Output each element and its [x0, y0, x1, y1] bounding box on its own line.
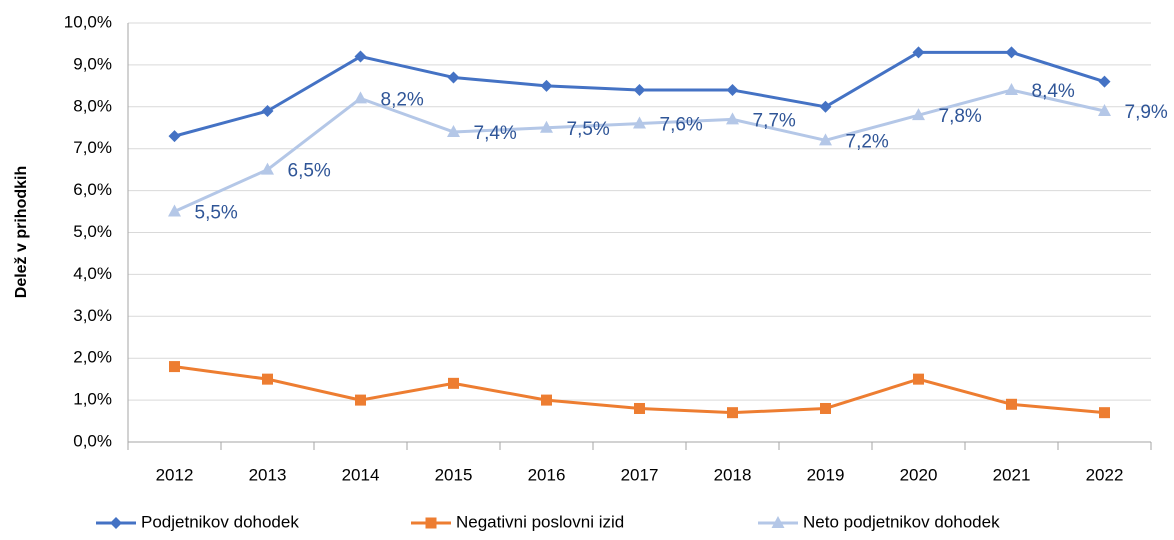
data-point: [633, 116, 646, 129]
data-point: [1098, 75, 1111, 88]
data-point: [819, 100, 832, 113]
data-label: 7,5%: [567, 119, 610, 140]
data-point: [727, 407, 738, 419]
y-tick-label: 9,0%: [73, 54, 112, 73]
data-point: [168, 130, 181, 143]
data-point: [447, 124, 460, 137]
legend-label: Negativni poslovni izid: [456, 512, 624, 531]
data-point: [912, 46, 925, 59]
data-point: [168, 204, 181, 217]
x-tick-label: 2020: [900, 465, 938, 484]
x-tick-label: 2013: [249, 465, 287, 484]
x-tick-label: 2014: [342, 465, 380, 484]
data-point: [1099, 407, 1110, 419]
legend-marker: [110, 517, 122, 529]
data-point: [262, 373, 273, 385]
data-label: 8,2%: [381, 89, 424, 110]
data-point: [447, 71, 460, 84]
data-label: 8,4%: [1032, 81, 1075, 102]
y-tick-label: 5,0%: [73, 222, 112, 241]
data-point: [354, 91, 367, 104]
data-label: 7,4%: [474, 123, 517, 144]
y-tick-label: 4,0%: [73, 264, 112, 283]
data-point: [355, 394, 366, 406]
data-point: [1098, 103, 1111, 116]
legend-marker: [771, 516, 785, 528]
data-point: [261, 162, 274, 175]
data-point: [1006, 398, 1017, 410]
data-point: [634, 402, 645, 414]
x-tick-label: 2012: [156, 465, 194, 484]
data-point: [169, 361, 180, 373]
y-tick-label: 7,0%: [73, 138, 112, 157]
y-tick-label: 0,0%: [73, 431, 112, 450]
y-axis-label: Delež v prihodkih: [13, 166, 30, 298]
x-tick-label: 2019: [807, 465, 845, 484]
data-label: 7,9%: [1125, 102, 1168, 123]
x-tick-label: 2021: [993, 465, 1031, 484]
legend-marker: [425, 517, 437, 529]
data-point: [1005, 46, 1018, 59]
data-label: 7,7%: [753, 110, 796, 131]
data-point: [354, 50, 367, 63]
data-point: [913, 373, 924, 385]
data-label: 7,2%: [846, 131, 889, 152]
data-point: [726, 84, 739, 97]
y-tick-label: 1,0%: [73, 390, 112, 409]
data-label: 7,8%: [939, 106, 982, 127]
data-point: [912, 108, 925, 121]
data-point: [819, 133, 832, 146]
data-point: [633, 84, 646, 97]
data-point: [540, 120, 553, 133]
x-tick-label: 2018: [714, 465, 752, 484]
x-tick-label: 2016: [528, 465, 566, 484]
data-label: 5,5%: [195, 203, 238, 224]
data-label: 7,6%: [660, 115, 703, 136]
data-point: [541, 394, 552, 406]
legend-label: Podjetnikov dohodek: [141, 512, 299, 531]
data-point: [726, 112, 739, 125]
x-tick-label: 2017: [621, 465, 659, 484]
y-tick-label: 2,0%: [73, 348, 112, 367]
y-tick-label: 8,0%: [73, 96, 112, 115]
data-point: [540, 79, 553, 92]
legend-label: Neto podjetnikov dohodek: [803, 512, 1000, 531]
y-tick-label: 10,0%: [64, 12, 112, 31]
data-point: [261, 104, 274, 117]
x-tick-label: 2015: [435, 465, 473, 484]
y-tick-label: 6,0%: [73, 180, 112, 199]
data-label: 6,5%: [288, 161, 331, 182]
data-point: [448, 377, 459, 389]
data-point: [820, 402, 831, 414]
y-tick-label: 3,0%: [73, 306, 112, 325]
data-point: [1005, 83, 1018, 96]
x-tick-label: 2022: [1086, 465, 1124, 484]
